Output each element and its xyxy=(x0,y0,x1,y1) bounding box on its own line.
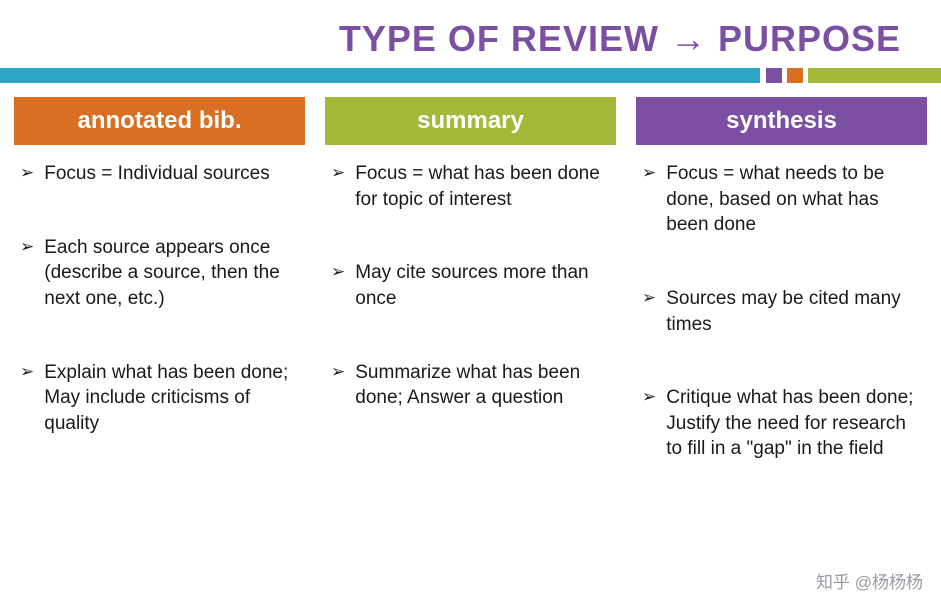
chevron-right-icon: ➢ xyxy=(20,360,34,384)
bullet-item: ➢ May cite sources more than once xyxy=(331,260,606,311)
accent-segment xyxy=(808,68,941,83)
slide-title: TYPE OF REVIEW → PURPOSE xyxy=(0,0,941,68)
bullet-item: ➢ Critique what has been done; Justify th… xyxy=(642,385,917,462)
bullet-text: Focus = what needs to be done, based on … xyxy=(666,161,917,238)
bullet-item: ➢ Focus = what has been done for topic of… xyxy=(331,161,606,212)
watermark: 知乎 @杨杨杨 xyxy=(816,568,923,593)
bullet-item: ➢ Explain what has been done; May include… xyxy=(20,360,295,437)
chevron-right-icon: ➢ xyxy=(642,286,656,310)
column-body-synthesis: ➢ Focus = what needs to be done, based on… xyxy=(636,145,927,462)
chevron-right-icon: ➢ xyxy=(331,161,345,185)
chevron-right-icon: ➢ xyxy=(642,161,656,185)
columns-container: annotated bib. ➢ Focus = Individual source… xyxy=(0,97,941,462)
column-synthesis: synthesis ➢ Focus = what needs to be done,… xyxy=(636,97,927,462)
bullet-item: ➢ Each source appears once (describe a so… xyxy=(20,235,295,312)
accent-segment xyxy=(0,68,760,83)
bullet-text: May cite sources more than once xyxy=(355,260,606,311)
chevron-right-icon: ➢ xyxy=(20,235,34,259)
chevron-right-icon: ➢ xyxy=(331,260,345,284)
column-annotated-bib: annotated bib. ➢ Focus = Individual source… xyxy=(14,97,305,462)
column-body-summary: ➢ Focus = what has been done for topic of… xyxy=(325,145,616,411)
column-summary: summary ➢ Focus = what has been done for t… xyxy=(325,97,616,462)
bullet-item: ➢ Sources may be cited many times xyxy=(642,286,917,337)
title-part2: PURPOSE xyxy=(707,18,901,59)
bullet-item: ➢ Focus = Individual sources xyxy=(20,161,295,187)
chevron-right-icon: ➢ xyxy=(331,360,345,384)
bullet-text: Summarize what has been done; Answer a q… xyxy=(355,360,606,411)
chevron-right-icon: ➢ xyxy=(642,385,656,409)
chevron-right-icon: ➢ xyxy=(20,161,34,185)
accent-bar xyxy=(0,68,941,83)
title-part1: TYPE OF REVIEW xyxy=(339,18,670,59)
column-header-summary: summary xyxy=(325,97,616,145)
bullet-item: ➢ Summarize what has been done; Answer a … xyxy=(331,360,606,411)
accent-segment xyxy=(787,68,803,83)
column-header-annotated-bib: annotated bib. xyxy=(14,97,305,145)
bullet-text: Sources may be cited many times xyxy=(666,286,917,337)
bullet-text: Explain what has been done; May include … xyxy=(44,360,295,437)
accent-segment xyxy=(766,68,782,83)
bullet-text: Focus = what has been done for topic of … xyxy=(355,161,606,212)
bullet-text: Focus = Individual sources xyxy=(44,161,269,187)
column-body-annotated-bib: ➢ Focus = Individual sources ➢ Each source … xyxy=(14,145,305,436)
bullet-item: ➢ Focus = what needs to be done, based on… xyxy=(642,161,917,238)
bullet-text: Each source appears once (describe a sou… xyxy=(44,235,295,312)
bullet-text: Critique what has been done; Justify the… xyxy=(666,385,917,462)
column-header-synthesis: synthesis xyxy=(636,97,927,145)
title-arrow-icon: → xyxy=(670,18,707,59)
